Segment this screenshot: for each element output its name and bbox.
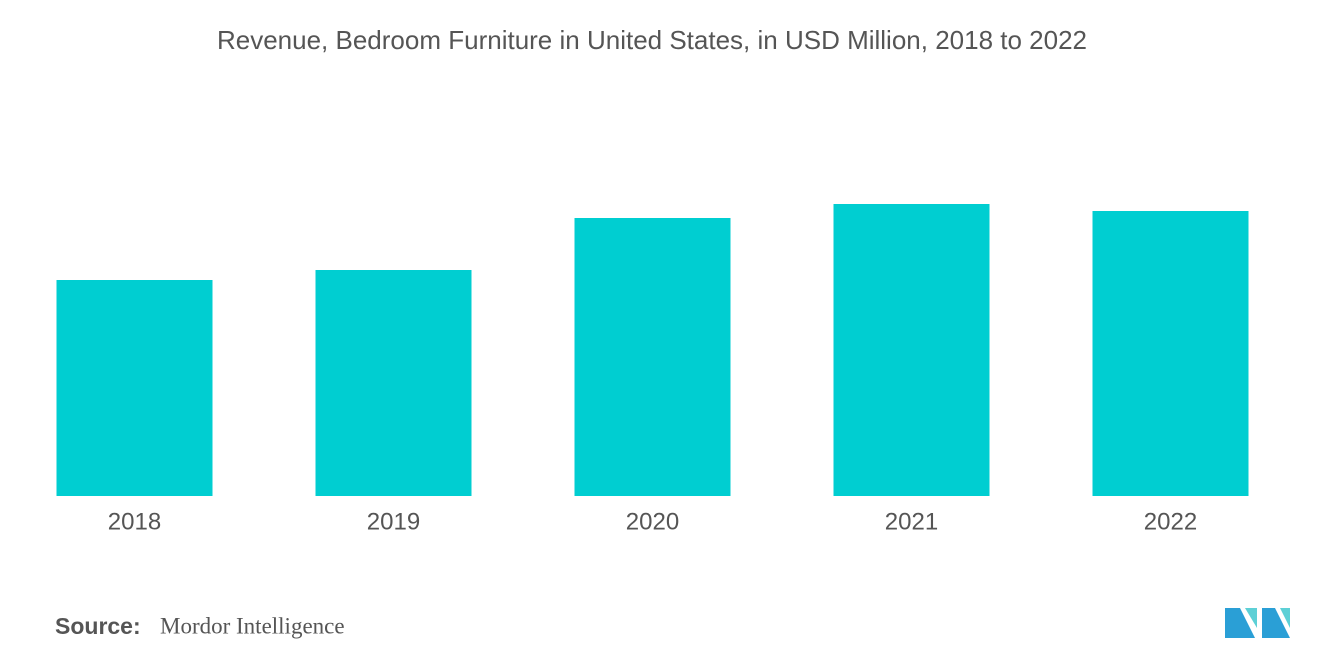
- bar: [574, 218, 731, 496]
- x-tick-label: 2019: [367, 508, 420, 535]
- x-tick-label: 2022: [1144, 508, 1197, 535]
- x-tick-label: 2021: [885, 508, 938, 535]
- chart-title: Revenue, Bedroom Furniture in United Sta…: [217, 25, 1087, 55]
- x-tick-label: 2018: [108, 508, 161, 535]
- bar: [315, 270, 472, 496]
- bar: [833, 204, 990, 496]
- source-label: Source:: [55, 613, 141, 639]
- source: Mordor Intelligence: [160, 613, 345, 638]
- logo: [1225, 608, 1290, 638]
- bar: [1092, 211, 1249, 496]
- bar: [56, 280, 213, 496]
- x-tick-label: 2020: [626, 508, 679, 535]
